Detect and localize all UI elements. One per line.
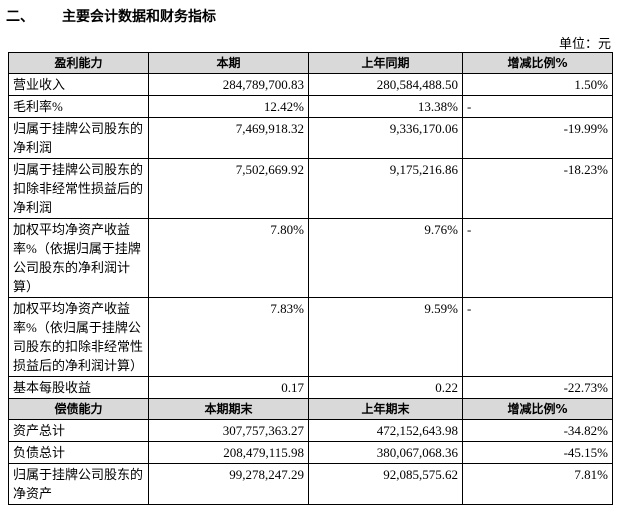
row-label: 资产总计 bbox=[8, 419, 149, 442]
cell: 1.50% bbox=[462, 73, 613, 96]
data-row: 归属于挂牌公司股东的 净资产 99,278,247.29 92,085,575.62 7… bbox=[8, 463, 613, 505]
column-header: 偿债能力 bbox=[8, 398, 149, 420]
data-row: 毛利率% 12.42% 13.38% - bbox=[8, 95, 613, 118]
label-line: 率%（依据归属于挂牌 bbox=[13, 241, 141, 256]
label-line: 算） bbox=[13, 279, 40, 294]
cell: - bbox=[462, 95, 613, 118]
section-number: 二、 bbox=[6, 9, 34, 25]
label-line: 司股东的扣除非经常性 bbox=[13, 339, 144, 354]
label-line: 净资产 bbox=[13, 486, 53, 501]
cell: 9,336,170.06 bbox=[308, 117, 463, 159]
label-line: 营业收入 bbox=[13, 77, 66, 92]
cell: 307,757,363.27 bbox=[148, 419, 309, 442]
cell: 9.76% bbox=[308, 218, 463, 298]
cell: 12.42% bbox=[148, 95, 309, 118]
section-heading: 二、 主要会计数据和财务指标 bbox=[6, 6, 216, 26]
data-row: 加权平均净资产收益 率%（依据归属于挂牌 公司股东的净利润计 算） 7.80% 9.76%… bbox=[8, 218, 613, 298]
data-row: 基本每股收益 0.17 0.22 -22.73% bbox=[8, 376, 613, 399]
label-line: 归属于挂牌公司股东的 bbox=[13, 467, 144, 482]
cell: -45.15% bbox=[462, 441, 613, 464]
section-title: 主要会计数据和财务指标 bbox=[62, 9, 216, 25]
cell: 472,152,643.98 bbox=[308, 419, 463, 442]
cell: -18.23% bbox=[462, 158, 613, 219]
label-line: 率%（依归属于挂牌公 bbox=[13, 320, 141, 335]
row-label: 加权平均净资产收益 率%（依归属于挂牌公 司股东的扣除非经常性 损益后的净利润计算） bbox=[8, 297, 149, 377]
label-line: 扣除非经常性损益后的 bbox=[13, 181, 144, 196]
label-line: 损益后的净利润计算） bbox=[13, 358, 144, 373]
label-line: 加权平均净资产收益 bbox=[13, 301, 131, 316]
column-header: 盈利能力 bbox=[8, 52, 149, 74]
row-label: 归属于挂牌公司股东的 净利润 bbox=[8, 117, 149, 159]
label-line: 毛利率% bbox=[13, 99, 63, 114]
cell: 280,584,488.50 bbox=[308, 73, 463, 96]
cell: 0.22 bbox=[308, 376, 463, 399]
header-row: 偿债能力 本期期末 上年期末 增减比例% bbox=[8, 398, 613, 420]
label-line: 加权平均净资产收益 bbox=[13, 222, 131, 237]
cell: 7,469,918.32 bbox=[148, 117, 309, 159]
cell: 99,278,247.29 bbox=[148, 463, 309, 505]
label-line: 基本每股收益 bbox=[13, 380, 92, 395]
cell: - bbox=[462, 218, 613, 298]
cell: 208,479,115.98 bbox=[148, 441, 309, 464]
cell: 7.81% bbox=[462, 463, 613, 505]
table-body: 盈利能力 本期 上年同期 增减比例% 营业收入 284,789,700.83 280,584… bbox=[8, 52, 613, 505]
column-header: 本期 bbox=[148, 52, 309, 74]
row-label: 加权平均净资产收益 率%（依据归属于挂牌 公司股东的净利润计 算） bbox=[8, 218, 149, 298]
row-label: 负债总计 bbox=[8, 441, 149, 464]
cell: -34.82% bbox=[462, 419, 613, 442]
data-row: 归属于挂牌公司股东的 净利润 7,469,918.32 9,336,170.06 -19… bbox=[8, 117, 613, 159]
label-line: 净利润 bbox=[13, 140, 53, 155]
row-label: 营业收入 bbox=[8, 73, 149, 96]
cell: 380,067,068.36 bbox=[308, 441, 463, 464]
data-row: 归属于挂牌公司股东的 扣除非经常性损益后的 净利润 7,502,669.92 9,175… bbox=[8, 158, 613, 219]
label-line: 公司股东的净利润计 bbox=[13, 260, 131, 275]
column-header: 本期期末 bbox=[148, 398, 309, 420]
cell: -19.99% bbox=[462, 117, 613, 159]
label-line: 归属于挂牌公司股东的 bbox=[13, 162, 144, 177]
column-header: 增减比例% bbox=[462, 398, 613, 420]
label-line: 负债总计 bbox=[13, 445, 66, 460]
row-label: 归属于挂牌公司股东的 扣除非经常性损益后的 净利润 bbox=[8, 158, 149, 219]
cell: 13.38% bbox=[308, 95, 463, 118]
row-label: 归属于挂牌公司股东的 净资产 bbox=[8, 463, 149, 505]
cell: 7.80% bbox=[148, 218, 309, 298]
cell: - bbox=[462, 297, 613, 377]
data-row: 加权平均净资产收益 率%（依归属于挂牌公 司股东的扣除非经常性 损益后的净利润计算） 7… bbox=[8, 297, 613, 377]
label-line: 资产总计 bbox=[13, 423, 66, 438]
unit-label: 单位：元 bbox=[558, 36, 611, 51]
cell: 92,085,575.62 bbox=[308, 463, 463, 505]
cell: 9,175,216.86 bbox=[308, 158, 463, 219]
data-row: 负债总计 208,479,115.98 380,067,068.36 -45.15% bbox=[8, 441, 613, 464]
financial-table: 盈利能力 本期 上年同期 增减比例% 营业收入 284,789,700.83 280,584… bbox=[8, 52, 613, 505]
cell: 7,502,669.92 bbox=[148, 158, 309, 219]
cell: 284,789,700.83 bbox=[148, 73, 309, 96]
cell: 7.83% bbox=[148, 297, 309, 377]
data-row: 营业收入 284,789,700.83 280,584,488.50 1.50% bbox=[8, 73, 613, 96]
data-row: 资产总计 307,757,363.27 472,152,643.98 -34.82% bbox=[8, 419, 613, 442]
row-label: 基本每股收益 bbox=[8, 376, 149, 399]
column-header: 上年同期 bbox=[308, 52, 463, 74]
cell: 9.59% bbox=[308, 297, 463, 377]
column-header: 上年期末 bbox=[308, 398, 463, 420]
label-line: 净利润 bbox=[13, 200, 53, 215]
label-line: 归属于挂牌公司股东的 bbox=[13, 121, 144, 136]
column-header: 增减比例% bbox=[462, 52, 613, 74]
cell: 0.17 bbox=[148, 376, 309, 399]
cell: -22.73% bbox=[462, 376, 613, 399]
header-row: 盈利能力 本期 上年同期 增减比例% bbox=[8, 52, 613, 74]
row-label: 毛利率% bbox=[8, 95, 149, 118]
